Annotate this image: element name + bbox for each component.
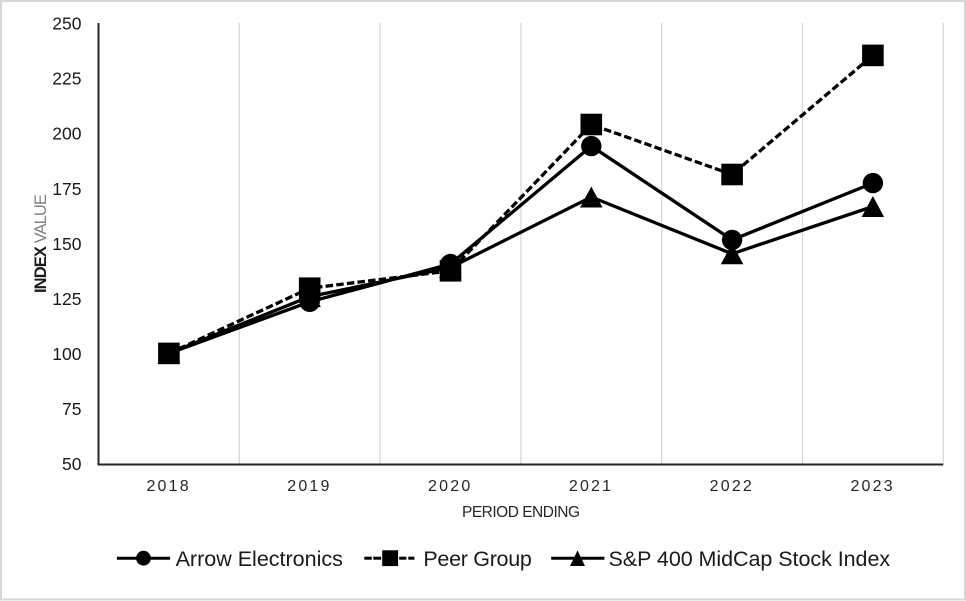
svg-text:2018: 2018 (146, 478, 190, 495)
svg-text:125: 125 (52, 289, 81, 309)
svg-text:100: 100 (52, 344, 81, 364)
svg-text:50: 50 (62, 454, 82, 474)
svg-text:Arrow Electronics: Arrow Electronics (176, 547, 343, 571)
svg-text:Peer Group: Peer Group (423, 547, 531, 571)
svg-text:S&P 400 MidCap Stock Index: S&P 400 MidCap Stock Index (609, 547, 891, 571)
svg-text:2020: 2020 (428, 478, 472, 495)
svg-text:PERIOD ENDING: PERIOD ENDING (462, 504, 580, 521)
svg-text:75: 75 (62, 399, 81, 419)
svg-text:2021: 2021 (569, 478, 613, 495)
svg-text:200: 200 (52, 124, 81, 144)
svg-text:2022: 2022 (710, 478, 754, 495)
svg-text:175: 175 (52, 179, 81, 199)
svg-text:250: 250 (52, 14, 81, 34)
svg-text:INDEX VALUE: INDEX VALUE (32, 194, 50, 293)
svg-text:150: 150 (52, 234, 81, 254)
svg-text:2019: 2019 (287, 478, 331, 495)
svg-text:2023: 2023 (850, 478, 894, 495)
svg-text:225: 225 (52, 69, 81, 89)
